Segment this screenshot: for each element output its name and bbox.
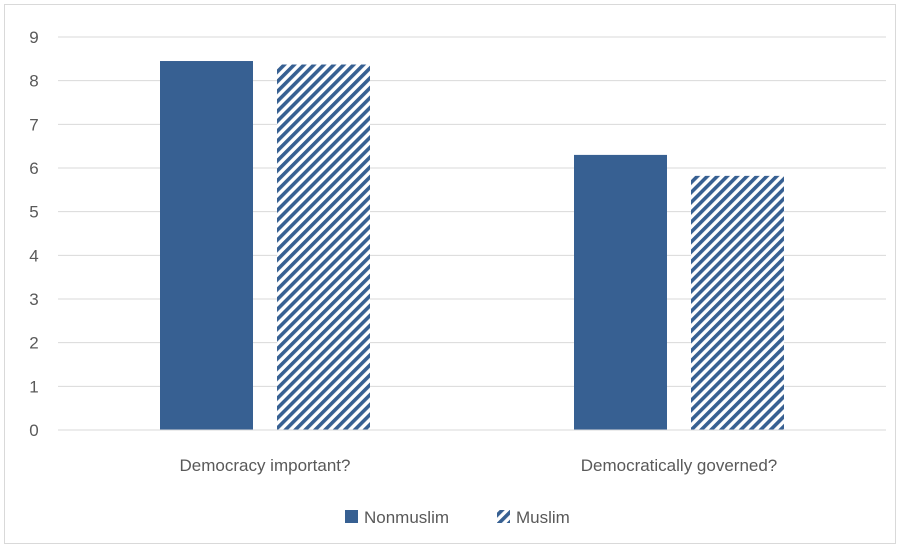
- y-tick-label: 6: [29, 159, 38, 178]
- y-tick-label: 7: [29, 115, 38, 134]
- legend-swatch-nonmuslim: [345, 510, 358, 523]
- x-category-label: Democracy important?: [179, 456, 350, 475]
- y-tick-label: 5: [29, 203, 38, 222]
- legend: Nonmuslim Muslim: [345, 508, 570, 527]
- y-tick-label: 4: [29, 246, 38, 265]
- bar-muslim-2: [691, 175, 784, 430]
- y-axis-tick-labels: 0 1 2 3 4 5 6 7 8 9: [29, 28, 38, 440]
- legend-swatch-muslim: [497, 510, 510, 523]
- bar-muslim-1: [277, 64, 370, 430]
- y-tick-label: 8: [29, 72, 38, 91]
- bar-nonmuslim-2: [574, 154, 667, 430]
- y-tick-label: 0: [29, 421, 38, 440]
- y-tick-label: 1: [29, 377, 38, 396]
- bar-nonmuslim-1: [160, 61, 253, 431]
- y-tick-label: 9: [29, 28, 38, 47]
- legend-label-nonmuslim: Nonmuslim: [364, 508, 449, 527]
- y-tick-label: 3: [29, 290, 38, 309]
- x-axis-category-labels: Democracy important? Democratically gover…: [179, 456, 777, 475]
- x-category-label: Democratically governed?: [581, 456, 778, 475]
- y-tick-label: 2: [29, 334, 38, 353]
- bars: [160, 61, 784, 431]
- legend-label-muslim: Muslim: [516, 508, 570, 527]
